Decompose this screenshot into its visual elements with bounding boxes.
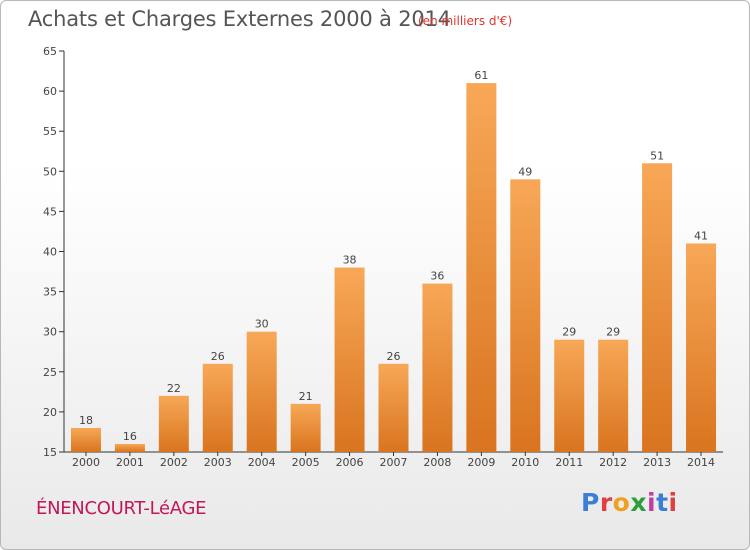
- bar-2004: [246, 331, 277, 452]
- chart-subtitle: (en milliers d'€): [418, 14, 513, 28]
- x-tick-label: 2010: [511, 456, 539, 469]
- y-tick-label: 20: [43, 406, 57, 419]
- bar-value-label: 16: [123, 430, 137, 443]
- bar-value-label: 22: [167, 382, 181, 395]
- x-tick-label: 2002: [160, 456, 188, 469]
- x-tick-label: 2003: [204, 456, 232, 469]
- x-tick-label: 2009: [467, 456, 495, 469]
- y-tick-label: 30: [43, 326, 57, 339]
- bars: [70, 83, 717, 452]
- bar-2009: [466, 83, 497, 452]
- bar-2007: [378, 363, 409, 452]
- bar-2010: [510, 179, 541, 452]
- y-tick-label: 60: [43, 85, 57, 98]
- bar-value-label: 51: [650, 149, 664, 162]
- bar-2013: [642, 163, 673, 452]
- x-tick-label: 2011: [555, 456, 583, 469]
- bar-2011: [554, 339, 585, 452]
- x-tick-label: 2005: [292, 456, 320, 469]
- logo-letter: x: [630, 488, 647, 517]
- y-tick-label: 45: [43, 205, 57, 218]
- bar-2006: [334, 267, 365, 452]
- chart-title: Achats et Charges Externes 2000 à 2014: [28, 7, 451, 31]
- labels: 2000 18 2001 16 2002 22 2003 26 2004 30 2005 21 2006…: [72, 69, 715, 469]
- y-tick-label: 50: [43, 165, 57, 178]
- bar-2002: [158, 395, 189, 452]
- x-tick-label: 2004: [248, 456, 276, 469]
- y-tick-label: 35: [43, 286, 57, 299]
- proxiti-logo: Proxiti: [581, 488, 678, 517]
- logo-letter: P: [581, 488, 600, 517]
- logo-letter: o: [612, 488, 631, 517]
- x-tick-label: 2008: [423, 456, 451, 469]
- x-tick-label: 2012: [599, 456, 627, 469]
- bar-value-label: 49: [518, 165, 532, 178]
- bar-2008: [422, 283, 453, 452]
- bar-2014: [686, 243, 717, 452]
- bar-value-label: 21: [299, 390, 313, 403]
- bar-value-label: 29: [562, 326, 576, 339]
- town-name: ÉNENCOURT-LéAGE: [36, 498, 207, 519]
- y-tick-label: 25: [43, 366, 57, 379]
- y-tick-label: 40: [43, 246, 57, 259]
- bar-value-label: 26: [387, 350, 401, 363]
- bar-2000: [70, 427, 101, 452]
- logo-letter: t: [656, 488, 669, 517]
- y-tick-label: 15: [43, 446, 57, 459]
- bar-2012: [598, 339, 629, 452]
- bar-value-label: 38: [343, 254, 357, 267]
- bar-value-label: 30: [255, 318, 269, 331]
- x-tick-label: 2013: [643, 456, 671, 469]
- x-tick-label: 2007: [380, 456, 408, 469]
- y-tick-label: 55: [43, 125, 57, 138]
- bar-2001: [114, 443, 145, 452]
- bar-2003: [202, 363, 233, 452]
- x-tick-label: 2006: [336, 456, 364, 469]
- bar-2005: [290, 403, 321, 452]
- bar-value-label: 61: [474, 69, 488, 82]
- logo-letter: r: [599, 488, 613, 517]
- logo-letter: i: [668, 488, 678, 517]
- y-tick-label: 65: [43, 45, 57, 58]
- bar-value-label: 41: [694, 229, 708, 242]
- x-tick-label: 2000: [72, 456, 100, 469]
- bar-value-label: 18: [79, 414, 93, 427]
- logo-letter: i: [647, 488, 657, 517]
- x-tick-label: 2014: [687, 456, 715, 469]
- bar-value-label: 36: [430, 270, 444, 283]
- bar-value-label: 26: [211, 350, 225, 363]
- bar-value-label: 29: [606, 326, 620, 339]
- x-tick-label: 2001: [116, 456, 144, 469]
